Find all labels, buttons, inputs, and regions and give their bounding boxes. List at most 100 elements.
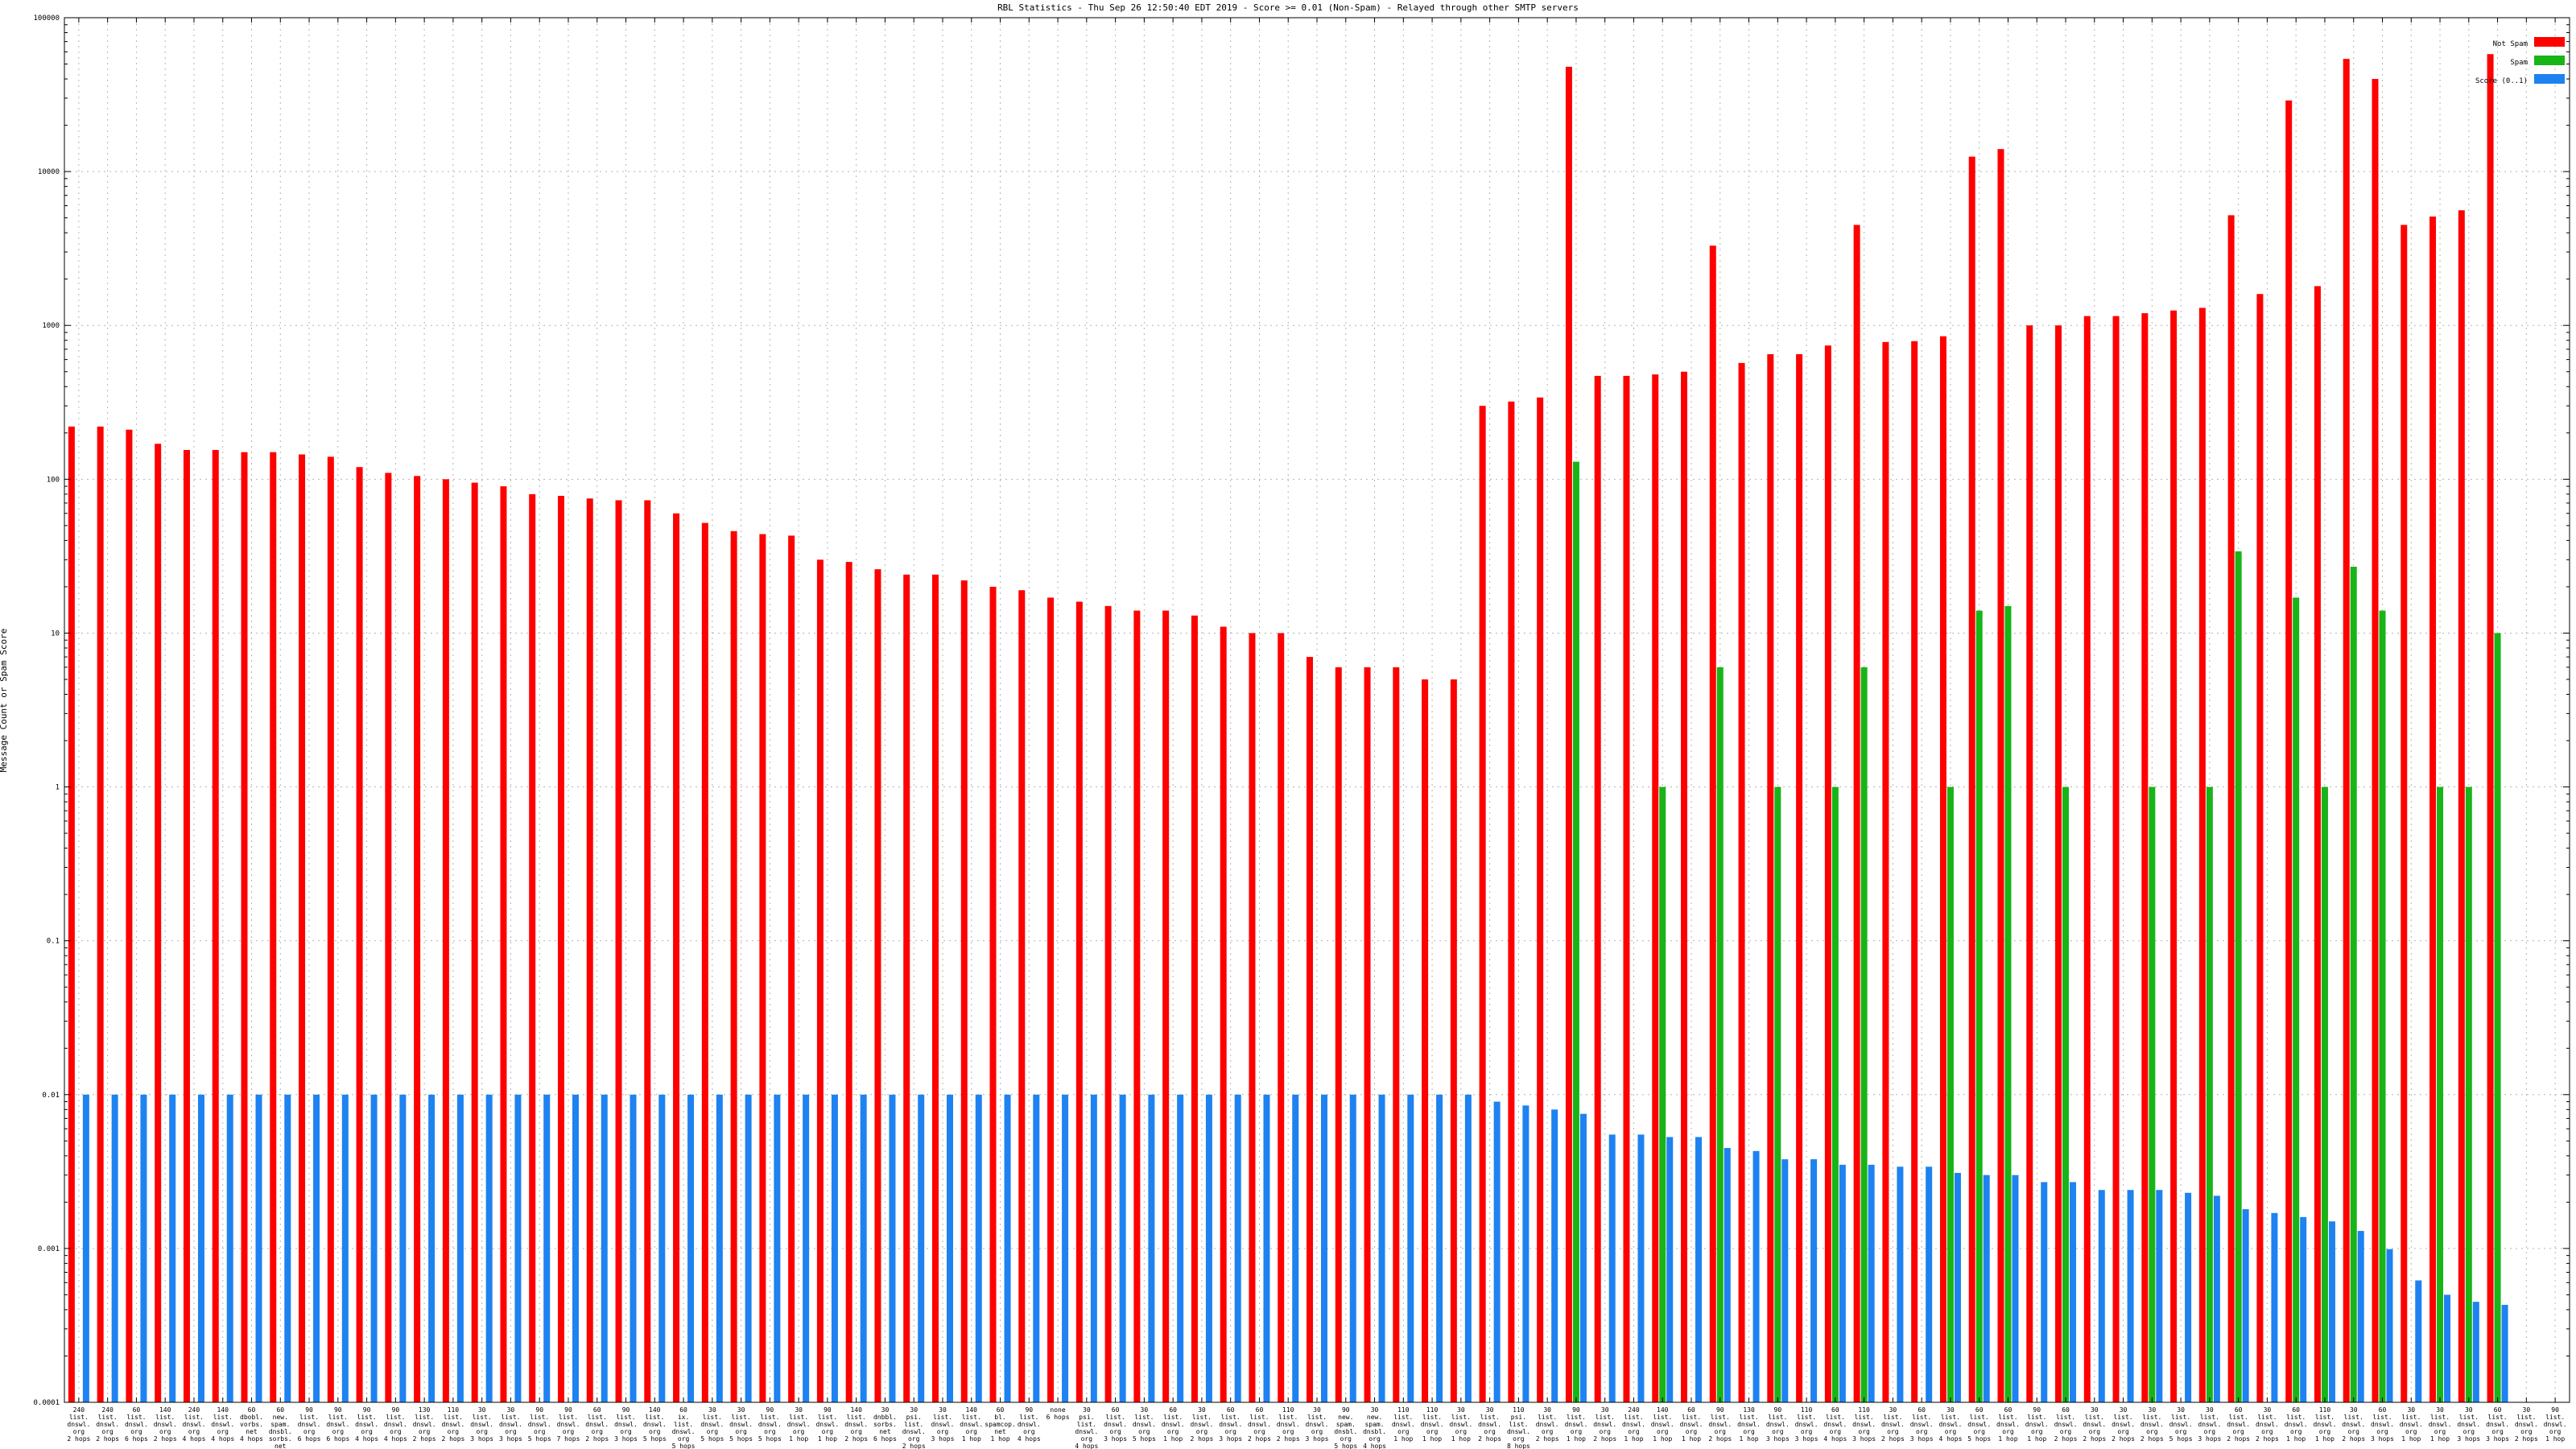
x-tick-label: psi. (1511, 1414, 1526, 1421)
bar-score (2012, 1174, 2019, 1402)
y-tick-label: 1 (56, 784, 60, 792)
bar-not-spam (183, 449, 190, 1403)
bar-score (745, 1094, 752, 1402)
x-tick-label: 240 (73, 1406, 85, 1414)
bar-not-spam (241, 452, 248, 1402)
x-tick-label: 4 hops (1823, 1435, 1847, 1443)
bar-not-spam (845, 562, 852, 1402)
x-tick-label: org (1455, 1428, 1468, 1435)
x-tick-label: 60 (248, 1406, 256, 1414)
x-tick-label: list. (444, 1414, 463, 1421)
bar-score (572, 1094, 579, 1402)
bar-score (2300, 1216, 2307, 1402)
x-tick-label: 5 hops (528, 1435, 551, 1443)
x-tick-label: dnswl. (2083, 1421, 2106, 1428)
x-tick-label: dnswl. (643, 1421, 667, 1428)
x-tick-label: dnswl. (1910, 1421, 1934, 1428)
x-tick-label: list. (1192, 1414, 1212, 1421)
x-tick-label: list. (1307, 1414, 1327, 1421)
bar-score (1436, 1094, 1443, 1402)
x-tick-label: 30 (1889, 1406, 1897, 1414)
x-tick-label: 90 (363, 1406, 371, 1414)
x-tick-label: list. (2286, 1414, 2306, 1421)
x-tick-label: list. (213, 1414, 233, 1421)
bar-score (1349, 1094, 1356, 1402)
bar-not-spam (1652, 374, 1659, 1402)
x-tick-label: 3 hops (2198, 1435, 2221, 1443)
x-tick-label: org (1109, 1428, 1121, 1435)
bar-score (2415, 1280, 2422, 1402)
bar-not-spam (2055, 325, 2062, 1403)
x-tick-label: dnswl. (729, 1421, 753, 1428)
x-tick-label: dnswl. (1507, 1428, 1530, 1435)
x-tick-label: 4 hops (211, 1435, 234, 1443)
bar-not-spam (442, 479, 449, 1403)
x-tick-label: 4 hops (183, 1435, 206, 1443)
x-tick-label: dnswl. (1248, 1421, 1271, 1428)
bar-score (2328, 1221, 2335, 1402)
x-tick-label: psi. (906, 1414, 922, 1421)
x-tick-label: sorbs. (269, 1435, 292, 1443)
x-tick-label: 60 (1169, 1406, 1177, 1414)
x-tick-label: dnswl. (787, 1421, 811, 1428)
x-tick-label: list. (1221, 1414, 1241, 1421)
x-tick-label: 3 hops (1852, 1435, 1876, 1443)
x-tick-label: org (2549, 1428, 2562, 1435)
x-tick-label: list. (2229, 1414, 2248, 1421)
x-tick-label: list. (2516, 1414, 2536, 1421)
x-tick-label: spam. (270, 1421, 290, 1428)
x-tick-label: list. (155, 1414, 175, 1421)
x-tick-label: org (2319, 1428, 2331, 1435)
legend-swatch (2534, 56, 2565, 65)
x-tick-label: 1 hop (1682, 1435, 1701, 1443)
x-tick-label: 1 hop (1393, 1435, 1413, 1443)
x-tick-label: 60 (1918, 1406, 1926, 1414)
x-tick-label: 2 hops (1593, 1435, 1616, 1443)
bar-not-spam (788, 535, 795, 1402)
x-tick-label: list. (760, 1414, 779, 1421)
bar-score (399, 1094, 407, 1402)
x-tick-label: org (1484, 1428, 1496, 1435)
bar-score (2242, 1209, 2249, 1402)
bar-not-spam (385, 473, 392, 1402)
bar-not-spam (2401, 225, 2408, 1403)
bar-not-spam (270, 452, 277, 1402)
x-tick-label: 110 (1801, 1406, 1813, 1414)
bar-score (2357, 1231, 2364, 1402)
x-tick-label: list. (1912, 1414, 1931, 1421)
x-tick-label: dnswl. (413, 1421, 436, 1428)
x-tick-label: dnbbl. (873, 1414, 897, 1421)
x-tick-label: 1 hop (1740, 1435, 1759, 1443)
x-tick-label: 90 (392, 1406, 400, 1414)
bar-not-spam (1537, 397, 1544, 1402)
bar-not-spam (1508, 401, 1515, 1402)
x-tick-label: 1 hop (1451, 1435, 1471, 1443)
x-tick-label: list. (415, 1414, 434, 1421)
x-tick-label: org (2347, 1428, 2359, 1435)
bar-score (226, 1094, 233, 1402)
x-tick-label: 60 (2235, 1406, 2243, 1414)
x-tick-label: list. (1019, 1414, 1038, 1421)
bar-score (140, 1094, 147, 1402)
bar-not-spam (471, 482, 478, 1402)
x-tick-label: 30 (2264, 1406, 2272, 1414)
bar-score (1810, 1159, 1818, 1402)
x-tick-label: 2 hops (2515, 1435, 2538, 1443)
x-tick-label: 130 (1743, 1406, 1755, 1414)
x-tick-label: 30 (1198, 1406, 1206, 1414)
x-tick-label: dnswl. (441, 1421, 464, 1428)
bar-not-spam (903, 574, 910, 1402)
x-tick-label: list. (645, 1414, 664, 1421)
x-tick-label: org (2089, 1428, 2101, 1435)
x-tick-label: org (1801, 1428, 1813, 1435)
x-tick-label: 140 (159, 1406, 171, 1414)
x-tick-label: bl. (994, 1414, 1005, 1421)
bar-score (2213, 1195, 2220, 1402)
x-tick-label: dnswl. (2486, 1421, 2509, 1428)
bar-score (1407, 1094, 1414, 1402)
x-tick-label: list. (789, 1414, 808, 1421)
x-tick-label: 3 hops (1766, 1435, 1790, 1443)
x-tick-label: dnswl. (1622, 1421, 1645, 1428)
x-tick-label: list. (933, 1414, 952, 1421)
x-tick-label: 30 (881, 1406, 890, 1414)
